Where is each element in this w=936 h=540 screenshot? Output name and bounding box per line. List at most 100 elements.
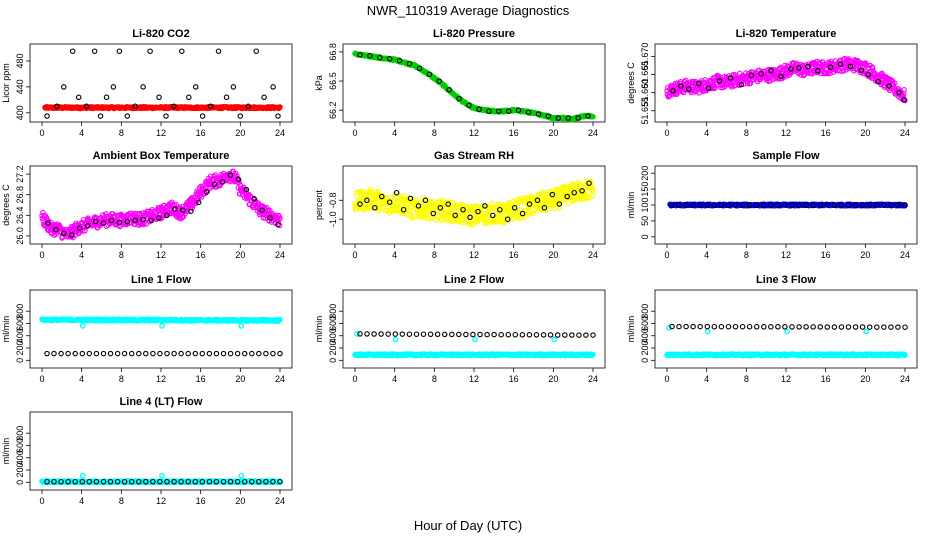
series bbox=[42, 104, 283, 112]
x-tick-label: 4 bbox=[79, 496, 84, 506]
data-point bbox=[256, 350, 262, 357]
data-point bbox=[156, 215, 162, 221]
data-point bbox=[704, 323, 711, 330]
y-tick-label: 0 bbox=[15, 358, 25, 363]
data-point bbox=[406, 60, 413, 67]
data-point bbox=[72, 350, 78, 357]
data-point bbox=[837, 61, 844, 68]
x-tick-label: 20 bbox=[235, 496, 245, 506]
x-tick-label: 12 bbox=[781, 128, 791, 138]
data-point bbox=[788, 66, 794, 72]
y-tick-label: 66.2 bbox=[328, 101, 338, 119]
x-tick-label: 4 bbox=[79, 250, 84, 260]
data-point bbox=[195, 199, 202, 206]
data-point bbox=[61, 230, 67, 237]
data-point bbox=[746, 323, 753, 330]
data-point bbox=[827, 64, 834, 70]
series bbox=[39, 168, 283, 241]
data-point bbox=[498, 331, 504, 338]
panel-title: Line 4 (LT) Flow bbox=[120, 396, 203, 408]
outlier-point bbox=[472, 336, 478, 343]
data-point bbox=[526, 332, 533, 338]
series bbox=[354, 331, 558, 343]
data-point bbox=[185, 350, 191, 357]
x-tick-label: 8 bbox=[119, 496, 124, 506]
data-point bbox=[798, 72, 804, 78]
x-tick-label: 24 bbox=[275, 496, 285, 506]
data-point bbox=[93, 350, 100, 357]
data-point bbox=[739, 323, 746, 330]
data-point bbox=[164, 212, 170, 219]
data-point bbox=[277, 350, 283, 357]
data-point bbox=[576, 332, 582, 338]
data-point bbox=[895, 324, 901, 330]
y-tick-label: 0 bbox=[640, 234, 650, 239]
data-point bbox=[58, 350, 64, 357]
y-tick-label: 0 bbox=[15, 480, 25, 485]
data-point bbox=[901, 87, 907, 93]
x-tick-label: 12 bbox=[156, 374, 166, 384]
y-tick-label: 440 bbox=[15, 79, 25, 94]
data-point bbox=[705, 85, 712, 92]
y-tick-label: 800 bbox=[15, 304, 25, 319]
data-point bbox=[881, 324, 887, 330]
data-point bbox=[206, 350, 213, 357]
data-point bbox=[192, 84, 199, 90]
outlier-point bbox=[863, 328, 870, 335]
data-point bbox=[515, 107, 522, 113]
data-point bbox=[91, 48, 98, 54]
x-tick-label: 4 bbox=[79, 374, 84, 384]
data-point bbox=[783, 73, 790, 79]
data-point bbox=[753, 324, 760, 330]
data-point bbox=[392, 331, 399, 337]
data-point bbox=[525, 109, 532, 115]
data-point bbox=[449, 331, 455, 338]
data-point bbox=[892, 80, 898, 86]
panel-title: Ambient Box Temperature bbox=[93, 150, 230, 162]
data-point bbox=[45, 220, 51, 226]
x-tick-label: 8 bbox=[432, 374, 437, 384]
data-point bbox=[103, 94, 110, 101]
x-tick-label: 4 bbox=[79, 128, 84, 138]
y-tick-label: 150 bbox=[640, 182, 650, 197]
data-point bbox=[831, 324, 838, 330]
data-point bbox=[901, 97, 907, 103]
x-tick-label: 16 bbox=[196, 128, 206, 138]
data-point bbox=[83, 103, 90, 110]
data-point bbox=[140, 216, 146, 223]
data-point bbox=[100, 220, 107, 226]
data-point bbox=[886, 83, 892, 89]
data-point bbox=[192, 350, 199, 357]
series bbox=[664, 55, 908, 104]
x-tick-label: 20 bbox=[860, 128, 870, 138]
data-point bbox=[85, 215, 91, 221]
data-point bbox=[402, 193, 408, 199]
x-tick-label: 8 bbox=[119, 374, 124, 384]
y-tick-label: -1.0 bbox=[328, 211, 338, 227]
data-point bbox=[188, 208, 194, 214]
series bbox=[352, 50, 596, 123]
x-tick-label: 24 bbox=[275, 374, 285, 384]
data-point bbox=[583, 332, 589, 338]
y-tick-label: 51.655 bbox=[640, 97, 650, 125]
x-tick-label: 24 bbox=[588, 250, 598, 260]
data-point bbox=[137, 210, 143, 217]
data-point bbox=[470, 331, 476, 338]
data-point bbox=[466, 102, 472, 109]
x-tick-label: 20 bbox=[548, 250, 558, 260]
data-point bbox=[852, 324, 859, 330]
data-point bbox=[251, 196, 257, 202]
x-tick-label: 0 bbox=[39, 374, 44, 384]
data-point bbox=[114, 350, 121, 357]
data-point bbox=[399, 331, 406, 337]
data-point bbox=[148, 217, 154, 224]
data-point bbox=[565, 115, 571, 121]
data-point bbox=[270, 84, 276, 90]
x-tick-label: 8 bbox=[119, 250, 124, 260]
data-point bbox=[855, 59, 862, 65]
